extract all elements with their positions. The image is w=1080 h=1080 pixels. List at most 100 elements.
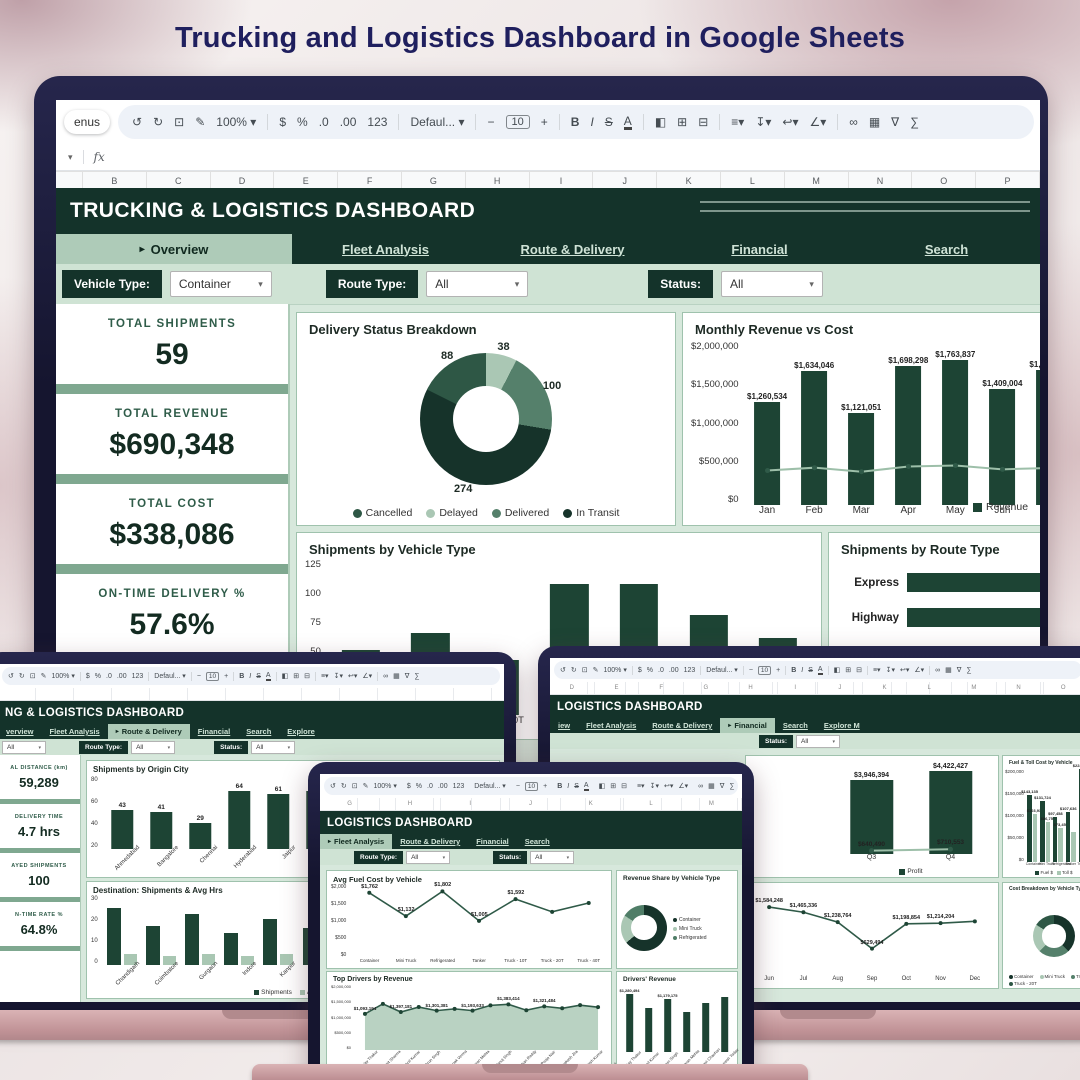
font-size-input[interactable]: 10 <box>757 665 772 675</box>
bold-icon[interactable]: B <box>791 666 797 674</box>
text-wrap-icon[interactable]: ↩▾ <box>663 783 674 790</box>
bar-primary[interactable] <box>1040 800 1045 862</box>
paint-format-icon[interactable]: ✎ <box>40 673 47 680</box>
tab-financial[interactable]: Financial <box>468 834 517 849</box>
column-header-G[interactable]: G <box>402 172 466 190</box>
column-header-I[interactable]: I <box>773 682 819 694</box>
insert-chart-icon[interactable]: ▦ <box>868 115 881 129</box>
column-header-P[interactable]: P <box>976 172 1040 190</box>
bar[interactable] <box>150 812 172 849</box>
column-header-G[interactable]: G <box>320 798 381 810</box>
bar[interactable] <box>928 770 973 854</box>
bar[interactable] <box>907 608 1040 627</box>
text-color-icon[interactable]: A <box>583 781 589 791</box>
bar[interactable] <box>1036 369 1040 505</box>
italic-icon[interactable]: I <box>801 666 804 674</box>
column-header-F[interactable]: F <box>338 172 402 190</box>
insert-chart-icon[interactable]: ▦ <box>945 667 952 674</box>
bar-secondary[interactable] <box>1045 821 1050 862</box>
text-rotation-icon[interactable]: ∠▾ <box>914 667 925 674</box>
tab-explore[interactable]: Explore <box>279 724 323 739</box>
text-rotation-icon[interactable]: ∠▾ <box>678 783 689 790</box>
route-type-select[interactable]: All ▾ <box>426 271 529 297</box>
horizontal-align-icon[interactable]: ≡▾ <box>872 667 881 674</box>
font-size-increase-icon[interactable]: + <box>776 666 781 674</box>
bold-icon[interactable]: B <box>239 672 245 680</box>
redo-icon[interactable]: ↻ <box>18 673 25 680</box>
bar-secondary[interactable] <box>162 955 177 965</box>
borders-icon[interactable]: ⊞ <box>677 115 688 129</box>
column-header-J[interactable]: J <box>501 798 562 810</box>
undo-icon[interactable]: ↺ <box>560 667 566 674</box>
status-select[interactable]: All ▾ <box>720 271 823 297</box>
bar[interactable] <box>644 1007 653 1052</box>
text-wrap-icon[interactable]: ↩▾ <box>347 673 358 680</box>
format-percent-icon[interactable]: % <box>94 672 102 680</box>
bar-secondary[interactable] <box>279 953 294 965</box>
bar-secondary[interactable] <box>1032 813 1038 862</box>
redo-icon[interactable]: ↻ <box>153 115 164 129</box>
bar-secondary[interactable] <box>123 953 138 965</box>
zoom-select[interactable]: 100% ▾ <box>373 783 397 790</box>
vertical-align-icon[interactable]: ↧▾ <box>755 115 772 129</box>
font-select[interactable]: Defaul... ▾ <box>706 667 738 674</box>
strikethrough-icon[interactable]: S <box>808 666 813 674</box>
more-formats-icon[interactable]: 123 <box>683 666 696 674</box>
bar[interactable] <box>849 779 894 854</box>
left-filter-select[interactable]: All ▾ <box>2 741 46 754</box>
vehicle-type-select[interactable]: Container ▾ <box>169 271 272 297</box>
tab-search[interactable]: Search <box>238 724 279 739</box>
column-header-H[interactable]: H <box>380 798 441 810</box>
decrease-decimals-icon[interactable]: .0 <box>318 115 329 129</box>
menus-button[interactable]: enus <box>64 110 111 134</box>
tab-search[interactable]: Search <box>853 234 1040 264</box>
tab-overview[interactable]: ▸ Overview <box>56 234 292 264</box>
tab-explore-more[interactable]: Explore M <box>816 718 868 733</box>
font-size-decrease-icon[interactable]: − <box>487 115 495 129</box>
more-formats-icon[interactable]: 123 <box>367 115 388 129</box>
column-header-F[interactable]: F <box>639 682 685 694</box>
bar-primary[interactable] <box>146 925 160 965</box>
column-header-B[interactable]: B <box>83 172 147 190</box>
bold-icon[interactable]: B <box>570 115 580 129</box>
borders-icon[interactable]: ⊞ <box>293 673 300 680</box>
strikethrough-icon[interactable]: S <box>604 115 613 129</box>
format-currency-icon[interactable]: $ <box>406 782 411 790</box>
tab-route-delivery[interactable]: Route & Delivery <box>392 834 468 849</box>
bar-secondary[interactable] <box>1058 827 1063 862</box>
format-percent-icon[interactable]: % <box>646 666 654 674</box>
filter-icon[interactable]: ∇ <box>404 673 410 680</box>
tab-route-delivery[interactable]: Route & Delivery <box>644 718 720 733</box>
zoom-select[interactable]: 100% ▾ <box>603 667 627 674</box>
tab-fleet-analysis[interactable]: ▸ Fleet Analysis <box>320 834 393 849</box>
text-color-icon[interactable]: A <box>623 113 632 130</box>
format-percent-icon[interactable]: % <box>415 782 423 790</box>
font-size-increase-icon[interactable]: + <box>540 115 548 129</box>
increase-decimals-icon[interactable]: .00 <box>437 782 448 790</box>
column-header-H[interactable]: H <box>466 172 530 190</box>
print-icon[interactable]: ⊡ <box>581 667 588 674</box>
tab-financial[interactable]: Financial <box>190 724 239 739</box>
zoom-select[interactable]: 100% ▾ <box>216 115 257 129</box>
increase-decimals-icon[interactable]: .00 <box>668 666 679 674</box>
increase-decimals-icon[interactable]: .00 <box>116 672 127 680</box>
column-header-I[interactable]: I <box>530 172 594 190</box>
font-size-input[interactable]: 10 <box>205 671 220 681</box>
filter-icon[interactable]: ∇ <box>956 667 962 674</box>
font-size-decrease-icon[interactable]: − <box>748 666 753 674</box>
bar-primary[interactable] <box>185 914 199 965</box>
tab-search[interactable]: Search <box>775 718 816 733</box>
bar[interactable] <box>228 791 251 849</box>
functions-icon[interactable]: ∑ <box>910 115 919 129</box>
column-header-O[interactable]: O <box>912 172 977 190</box>
bar[interactable] <box>895 365 922 505</box>
column-header-D[interactable]: D <box>211 172 275 190</box>
merge-cells-icon[interactable]: ⊟ <box>856 667 862 674</box>
redo-icon[interactable]: ↻ <box>340 783 347 790</box>
font-select[interactable]: Defaul... ▾ <box>474 783 506 790</box>
redo-icon[interactable]: ↻ <box>570 667 577 674</box>
horizontal-align-icon[interactable]: ≡▾ <box>731 115 745 129</box>
status-select[interactable]: All ▾ <box>796 735 841 748</box>
column-header-J[interactable]: J <box>593 172 658 190</box>
insert-link-icon[interactable]: ∞ <box>383 672 389 680</box>
